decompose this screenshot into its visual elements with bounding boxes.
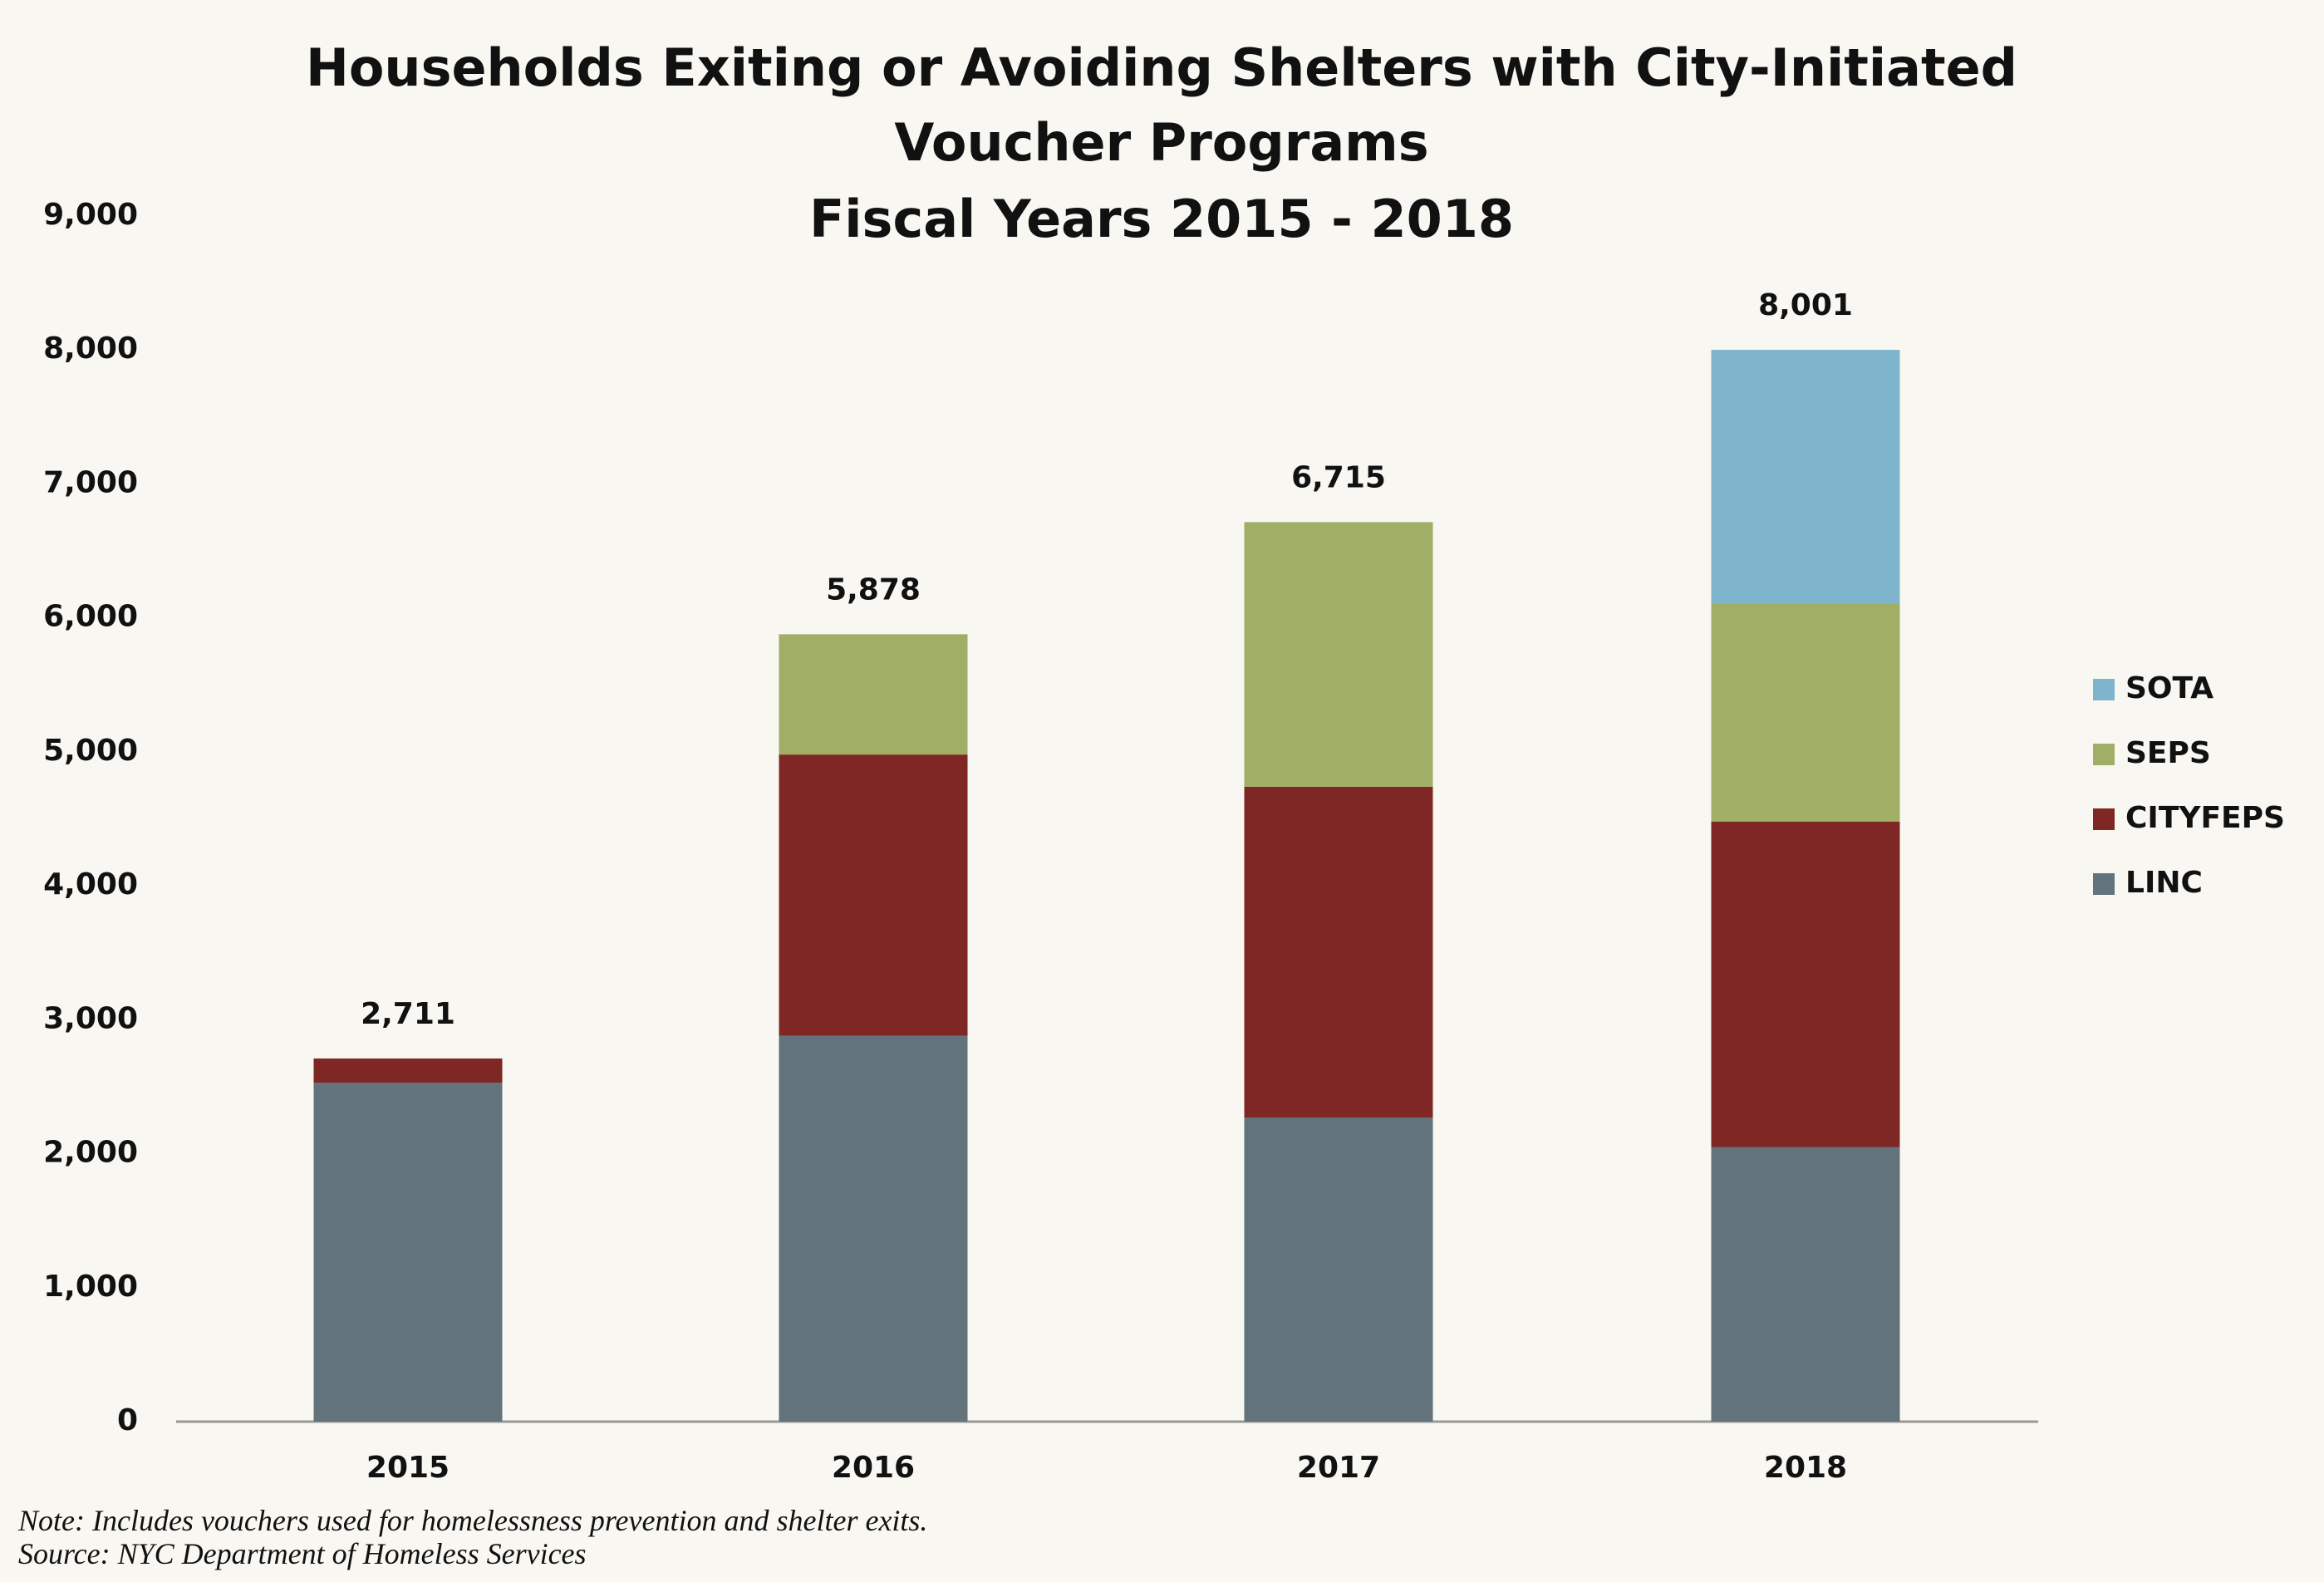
note: Note: Includes vouchers used for homeles… [17,1504,927,1537]
chart-title: Voucher Programs [894,112,1428,173]
y-tick-label: 8,000 [43,332,138,366]
y-tick-label: 1,000 [43,1270,138,1304]
y-tick-label: 9,000 [43,198,138,232]
legend-swatch [2093,873,2115,895]
legend-swatch [2093,744,2115,765]
y-tick-label: 4,000 [43,867,138,902]
y-tick-label: 2,000 [43,1136,138,1170]
legend-swatch [2093,808,2115,830]
y-tick-label: 3,000 [43,1001,138,1035]
legend-label: CITYFEPS [2125,801,2285,835]
legend-label: SEPS [2125,736,2211,770]
bar-segment [313,1058,503,1083]
bar-segment [1711,821,1900,1147]
total-label: 8,001 [1758,288,1853,322]
x-tick-label: 2016 [832,1451,915,1485]
bar-segment [1711,350,1900,603]
total-label: 5,878 [826,572,921,607]
legend-label: SOTA [2125,671,2213,705]
bar-segment [1244,522,1433,787]
bar-segment [779,634,968,755]
x-tick-label: 2018 [1764,1451,1847,1485]
chart-title: Fiscal Years 2015 - 2018 [809,189,1514,249]
y-tick-label: 6,000 [43,600,138,634]
y-tick-label: 5,000 [43,734,138,768]
legend-label: LINC [2125,866,2203,900]
chart-title: Households Exiting or Avoiding Shelters … [306,37,2017,98]
total-label: 2,711 [361,997,455,1031]
y-tick-label: 0 [117,1403,138,1437]
bar-segment [779,754,968,1036]
bar-segment [1711,602,1900,822]
bar-segment [1244,1118,1433,1422]
bar-segment [313,1083,503,1422]
bar-segment [779,1035,968,1422]
x-tick-label: 2017 [1297,1451,1380,1485]
bar-segment [1244,786,1433,1118]
total-label: 6,715 [1291,460,1386,494]
y-tick-label: 7,000 [43,465,138,499]
source: Source: NYC Department of Homeless Servi… [18,1537,587,1570]
bar-segment [1711,1147,1900,1422]
legend-swatch [2093,679,2115,700]
x-tick-label: 2015 [366,1451,450,1485]
